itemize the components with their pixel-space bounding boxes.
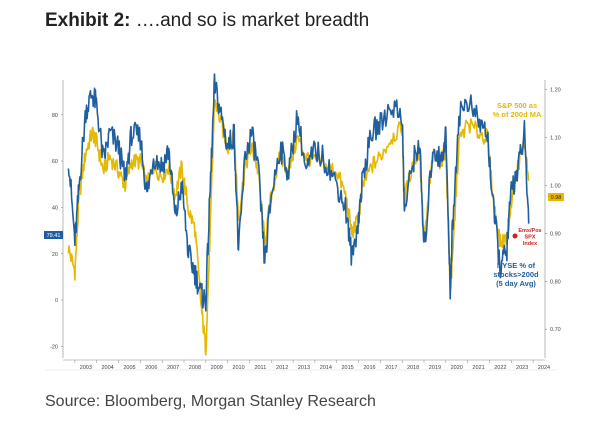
annotation-sp500: S&P 500 as% of 200d MA <box>493 101 542 119</box>
x-tick-label: 2004 <box>102 365 114 371</box>
left-tick-label: 0 <box>55 298 58 304</box>
exhibit-subtitle: ….and so is market breadth <box>130 10 370 31</box>
left-tick-label: 80 <box>52 113 58 119</box>
right-tick-label: 1.00 <box>550 183 561 189</box>
nyse-breadth-line <box>67 73 530 312</box>
left-tick-labels: 80 60 40 20 0 -20 <box>50 113 63 350</box>
x-tick-label: 2019 <box>429 365 441 371</box>
right-tick-label: 1.10 <box>550 136 561 142</box>
x-tick-label: 2024 <box>538 365 550 371</box>
right-tick-label: 0.70 <box>550 327 561 333</box>
annotation-line: SPX <box>524 235 535 241</box>
annotation-line: stocks>200d <box>493 270 539 279</box>
x-tick-label: 2022 <box>494 365 506 371</box>
x-tick-label: 2012 <box>276 365 288 371</box>
annotation-nyse: NYSE % of stocks>200d (5 day Avg) <box>493 261 539 288</box>
x-tick-label: 2008 <box>189 365 201 371</box>
x-tick-labels: 2003 2004 2005 2006 2007 2008 2009 2010 2011 2012… <box>74 360 550 371</box>
x-tick-label: 2021 <box>472 365 484 371</box>
x-tick-label: 2003 <box>80 365 92 371</box>
x-tick-label: 2020 <box>451 365 463 371</box>
annotation-spx-index: Ems/Pos SPX Index <box>518 228 541 247</box>
x-tick-label: 2011 <box>254 365 266 371</box>
series-lines <box>67 73 530 356</box>
left-tick-label: 40 <box>52 205 58 211</box>
right-tick-labels: 1.20 1.10 1.00 0.90 0.80 0.70 <box>545 88 561 333</box>
annotation-line: S&P 500 as <box>497 101 537 110</box>
x-tick-label: 2017 <box>385 365 397 371</box>
right-axis-tag: 0.98 <box>548 193 564 201</box>
x-tick-label: 2014 <box>320 365 332 371</box>
left-tick-label: -20 <box>50 344 58 350</box>
right-tick-label: 0.80 <box>550 279 561 285</box>
x-tick-label: 2018 <box>407 365 419 371</box>
left-tick-label: 60 <box>52 159 58 165</box>
annotation-line: NYSE % of <box>497 261 536 270</box>
x-tick-label: 2013 <box>298 365 310 371</box>
right-axis-tag-text: 0.98 <box>551 195 562 201</box>
source-note: Source: Bloomberg, Morgan Stanley Resear… <box>45 393 376 410</box>
annotation-line: Ems/Pos <box>518 228 541 234</box>
axes <box>62 80 546 361</box>
current-point-marker <box>512 233 518 239</box>
right-tick-label: 1.20 <box>550 88 561 94</box>
right-axis-tag-box <box>548 193 564 201</box>
x-tick-label: 2007 <box>167 365 179 371</box>
annotation-line: % of 200d MA <box>493 110 542 119</box>
annotation-line: Index <box>523 241 538 247</box>
x-tick-label: 2023 <box>516 365 528 371</box>
x-tick-label: 2010 <box>232 365 244 371</box>
exhibit-label: Exhibit 2: <box>45 10 131 31</box>
x-tick-label: 2009 <box>211 365 223 371</box>
left-tick-label: 20 <box>52 252 58 258</box>
x-tick-label: 2006 <box>145 365 157 371</box>
left-axis-tag: 79.41 <box>44 231 63 239</box>
exhibit-title: Exhibit 2: ….and so is market breadth <box>45 10 369 32</box>
right-tick-label: 0.90 <box>550 231 561 237</box>
left-axis-tag-text: 79.41 <box>47 233 61 239</box>
x-tick-label: 2005 <box>123 365 135 371</box>
annotation-line: (5 day Avg) <box>496 279 536 288</box>
left-axis-tag-box <box>44 231 63 239</box>
x-tick-label: 2015 <box>342 365 354 371</box>
plot-area <box>61 78 547 370</box>
x-tick-label: 2016 <box>363 365 375 371</box>
